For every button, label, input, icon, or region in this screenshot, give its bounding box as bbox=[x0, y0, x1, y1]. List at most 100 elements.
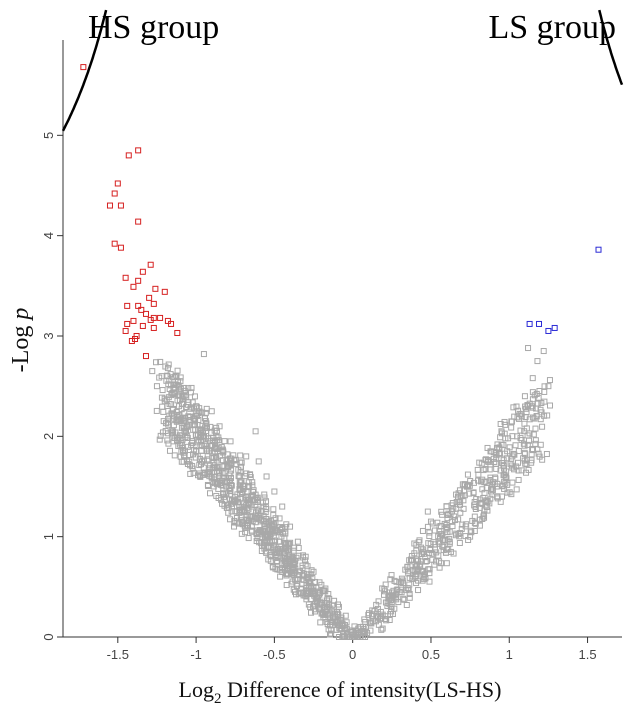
point-not-significant bbox=[328, 627, 335, 634]
point-not-significant bbox=[245, 494, 252, 501]
point-not-significant bbox=[487, 448, 494, 455]
point-not-significant bbox=[208, 408, 215, 415]
point-not-significant bbox=[406, 574, 413, 581]
y-tick-label: 0 bbox=[41, 633, 56, 640]
point-not-significant bbox=[368, 620, 375, 627]
point-not-significant bbox=[515, 407, 522, 414]
point-not-significant bbox=[271, 538, 278, 545]
point-not-significant bbox=[464, 471, 471, 478]
point-not-significant bbox=[221, 438, 228, 445]
point-not-significant bbox=[204, 456, 211, 463]
point-hs-significant bbox=[152, 285, 159, 292]
point-not-significant bbox=[337, 616, 344, 623]
point-not-significant bbox=[481, 507, 488, 514]
x-tick-label: 1.5 bbox=[579, 647, 597, 662]
point-not-significant bbox=[254, 515, 261, 522]
point-not-significant bbox=[308, 609, 315, 616]
point-not-significant bbox=[162, 420, 169, 427]
threshold-curve-right bbox=[598, 9, 624, 86]
point-not-significant bbox=[413, 563, 420, 570]
point-not-significant bbox=[212, 445, 219, 452]
point-not-significant bbox=[300, 576, 307, 583]
point-not-significant bbox=[367, 627, 374, 634]
point-not-significant bbox=[205, 469, 212, 476]
point-not-significant bbox=[382, 581, 389, 588]
y-axis-label-main: -Log bbox=[8, 320, 34, 373]
point-not-significant bbox=[534, 446, 541, 453]
point-not-significant bbox=[423, 558, 430, 565]
point-not-significant bbox=[498, 428, 505, 435]
point-not-significant bbox=[523, 461, 530, 468]
point-not-significant bbox=[426, 549, 433, 556]
point-hs-significant bbox=[122, 327, 129, 334]
point-not-significant bbox=[326, 595, 333, 602]
point-hs-significant bbox=[124, 302, 131, 309]
x-axis-label-main: Log bbox=[179, 677, 214, 702]
point-not-significant bbox=[285, 552, 292, 559]
point-not-significant bbox=[197, 473, 204, 480]
points-not-significant bbox=[149, 345, 554, 640]
point-not-significant bbox=[321, 611, 328, 618]
point-not-significant bbox=[446, 528, 453, 535]
point-not-significant bbox=[470, 490, 477, 497]
point-hs-significant bbox=[130, 317, 137, 324]
point-not-significant bbox=[153, 383, 160, 390]
point-not-significant bbox=[224, 463, 231, 470]
point-not-significant bbox=[335, 634, 342, 640]
point-not-significant bbox=[462, 481, 469, 488]
point-ls-significant bbox=[551, 324, 558, 331]
point-not-significant bbox=[307, 595, 314, 602]
point-not-significant bbox=[484, 507, 491, 514]
point-not-significant bbox=[286, 546, 293, 553]
point-not-significant bbox=[255, 458, 262, 465]
point-not-significant bbox=[545, 383, 552, 390]
point-not-significant bbox=[529, 414, 536, 421]
point-not-significant bbox=[227, 516, 234, 523]
point-not-significant bbox=[340, 633, 347, 640]
point-not-significant bbox=[321, 603, 328, 610]
point-not-significant bbox=[440, 543, 447, 550]
point-not-significant bbox=[286, 558, 293, 565]
point-not-significant bbox=[160, 408, 167, 415]
point-not-significant bbox=[263, 473, 270, 480]
point-not-significant bbox=[220, 448, 227, 455]
point-not-significant bbox=[521, 449, 528, 456]
point-not-significant bbox=[279, 561, 286, 568]
point-not-significant bbox=[420, 548, 427, 555]
point-not-significant bbox=[467, 533, 474, 540]
y-tick-label: 2 bbox=[41, 433, 56, 440]
point-not-significant bbox=[351, 623, 358, 630]
point-not-significant bbox=[279, 503, 286, 510]
point-not-significant bbox=[247, 513, 254, 520]
point-not-significant bbox=[206, 438, 213, 445]
point-not-significant bbox=[482, 465, 489, 472]
point-not-significant bbox=[282, 559, 289, 566]
point-hs-significant bbox=[135, 147, 142, 154]
point-not-significant bbox=[537, 441, 544, 448]
point-not-significant bbox=[492, 460, 499, 467]
point-not-significant bbox=[158, 373, 165, 380]
point-not-significant bbox=[287, 523, 294, 530]
point-not-significant bbox=[509, 453, 516, 460]
point-not-significant bbox=[164, 437, 171, 444]
point-not-significant bbox=[191, 393, 198, 400]
point-not-significant bbox=[304, 563, 311, 570]
point-not-significant bbox=[387, 576, 394, 583]
point-not-significant bbox=[426, 570, 433, 577]
point-not-significant bbox=[178, 424, 185, 431]
point-not-significant bbox=[534, 400, 541, 407]
point-not-significant bbox=[513, 403, 520, 410]
point-not-significant bbox=[392, 594, 399, 601]
point-not-significant bbox=[195, 416, 202, 423]
point-not-significant bbox=[484, 499, 491, 506]
point-not-significant bbox=[539, 423, 546, 430]
point-not-significant bbox=[311, 608, 318, 615]
point-not-significant bbox=[531, 392, 538, 399]
point-not-significant bbox=[225, 509, 232, 516]
point-not-significant bbox=[529, 375, 536, 382]
point-not-significant bbox=[529, 447, 536, 454]
point-not-significant bbox=[507, 460, 514, 467]
point-not-significant bbox=[274, 548, 281, 555]
point-not-significant bbox=[177, 374, 184, 381]
point-not-significant bbox=[357, 623, 364, 630]
